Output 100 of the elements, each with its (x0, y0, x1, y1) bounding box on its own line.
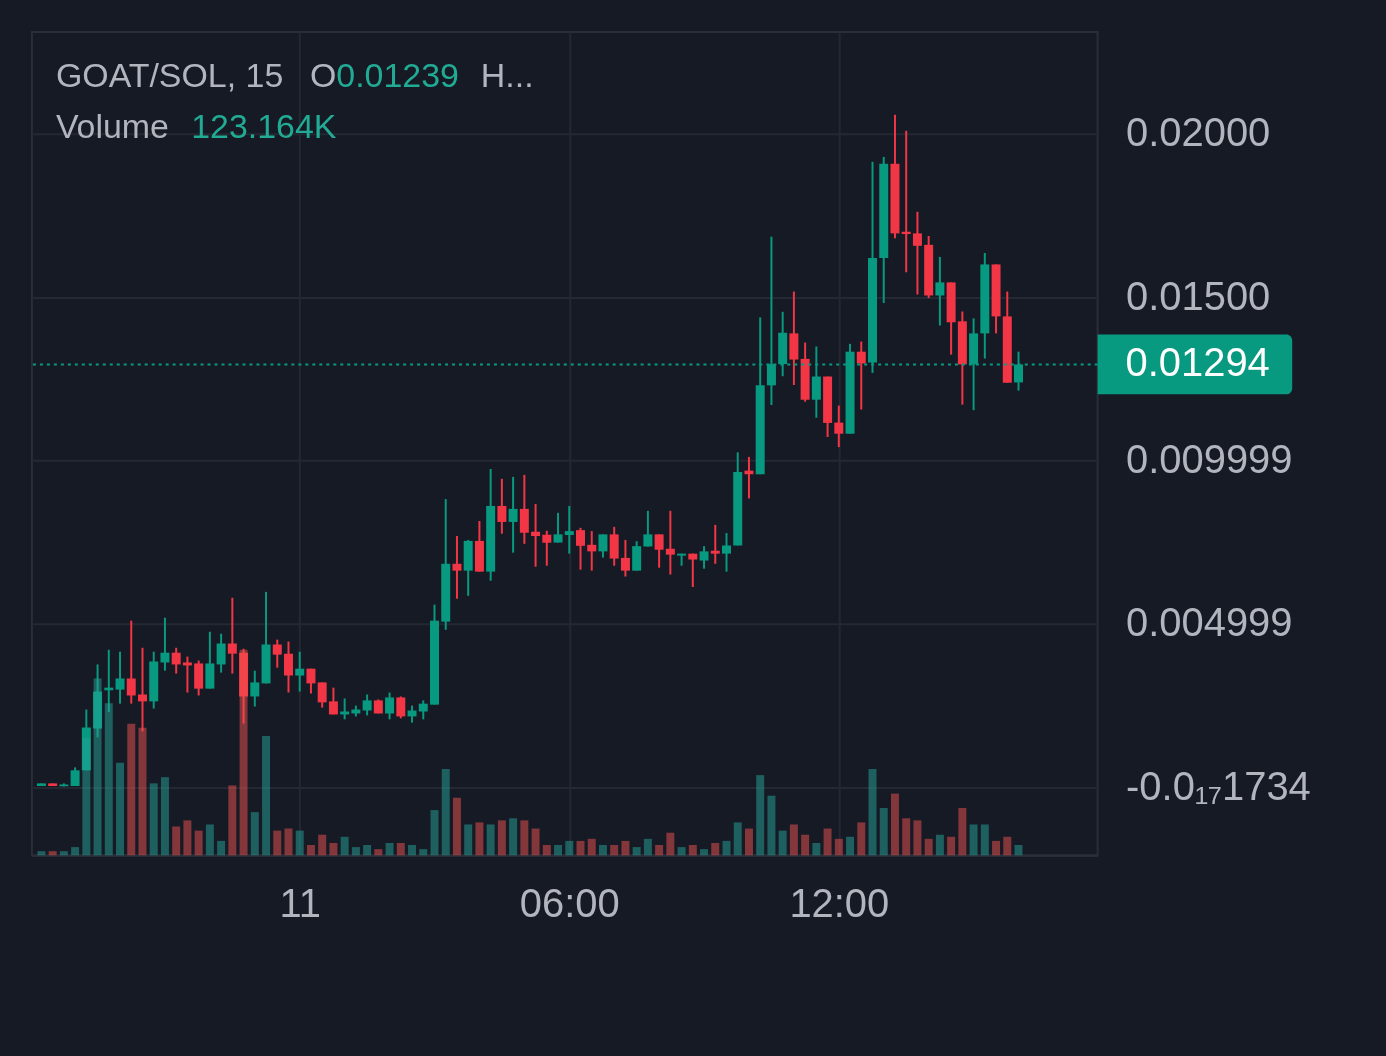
bar (947, 836, 956, 856)
candlestick (362, 693, 372, 717)
bar (655, 845, 664, 856)
bar (610, 845, 619, 856)
bar (217, 840, 226, 856)
x-tick-label: 11 (279, 880, 321, 925)
candlestick (497, 477, 507, 535)
candlestick (722, 532, 731, 573)
y-tick-label: 0.01500 (1126, 273, 1271, 318)
bar (385, 842, 394, 856)
bar (598, 845, 607, 856)
annotation: H... (480, 55, 534, 94)
bar (441, 768, 450, 856)
candlestick (620, 538, 630, 578)
bar (396, 842, 405, 856)
bar (902, 818, 911, 856)
bar (228, 785, 237, 856)
candlestick (856, 340, 866, 411)
bar (351, 847, 360, 856)
bar (812, 842, 821, 856)
bar (823, 828, 832, 856)
bar (71, 847, 80, 856)
bar (475, 822, 484, 856)
y-tick-label: 0.004999 (1126, 600, 1293, 645)
candlestick (328, 686, 338, 716)
bar (127, 723, 136, 856)
bar (37, 851, 46, 856)
bar (935, 834, 944, 856)
candlestick (227, 596, 237, 675)
bar (801, 834, 810, 856)
bar (1003, 836, 1012, 856)
bar (172, 826, 181, 856)
bar (643, 838, 652, 856)
candlestick (654, 533, 664, 569)
bar (205, 824, 214, 856)
bar (464, 824, 473, 856)
bar (565, 840, 574, 856)
bar (497, 820, 506, 856)
x-tick-label: 12:00 (789, 880, 890, 925)
bar (958, 808, 967, 856)
bar (160, 777, 169, 856)
candlestick (250, 669, 260, 708)
candlestick (688, 552, 698, 588)
bar (104, 703, 113, 856)
bar (295, 830, 304, 856)
candlestick (216, 632, 226, 674)
bar (632, 847, 641, 856)
bar (890, 793, 899, 856)
bar (149, 783, 158, 856)
bar (542, 845, 551, 856)
bar (778, 830, 787, 856)
candlestick (834, 404, 844, 449)
candlestick (508, 475, 518, 554)
bar (980, 824, 989, 856)
candlestick (115, 650, 125, 705)
bar (408, 845, 417, 856)
bar (924, 838, 933, 856)
bar (711, 842, 720, 856)
bar (621, 840, 630, 856)
bar (834, 838, 843, 856)
candlestick (912, 210, 922, 296)
bar (306, 845, 315, 856)
bar (587, 838, 596, 856)
annotation: 123.164K (191, 106, 337, 145)
bar (1014, 845, 1023, 856)
candlestick (519, 473, 529, 545)
bar (273, 830, 282, 856)
bar (677, 847, 686, 856)
annotation: 0.01239 (336, 55, 459, 94)
bar (756, 775, 765, 856)
bar (509, 818, 518, 856)
candlestick (182, 655, 192, 694)
bar (531, 828, 540, 856)
bar (744, 828, 753, 856)
bar (374, 849, 383, 856)
candlestick (699, 545, 709, 570)
bar (857, 822, 866, 856)
bar (239, 649, 248, 856)
bar (913, 820, 922, 856)
candlestick (452, 535, 462, 600)
bar (59, 851, 68, 856)
ref-line-label: 0.01294 (1125, 340, 1270, 385)
bar (183, 820, 192, 856)
bar (452, 797, 461, 856)
candlestick (576, 526, 585, 571)
annotation: O (309, 55, 337, 94)
candlestick (564, 504, 574, 555)
y-tick-label: 0.02000 (1126, 110, 1271, 155)
bar (554, 845, 563, 856)
bar (262, 736, 271, 856)
candlestick (171, 646, 181, 675)
bar (340, 836, 349, 856)
bar (767, 795, 776, 856)
candlestick (553, 511, 563, 544)
candlestick (272, 638, 282, 669)
bar (520, 820, 529, 856)
candlestick (643, 509, 653, 548)
candlestick (710, 523, 720, 565)
bar (486, 824, 495, 856)
candlestick (542, 529, 552, 567)
